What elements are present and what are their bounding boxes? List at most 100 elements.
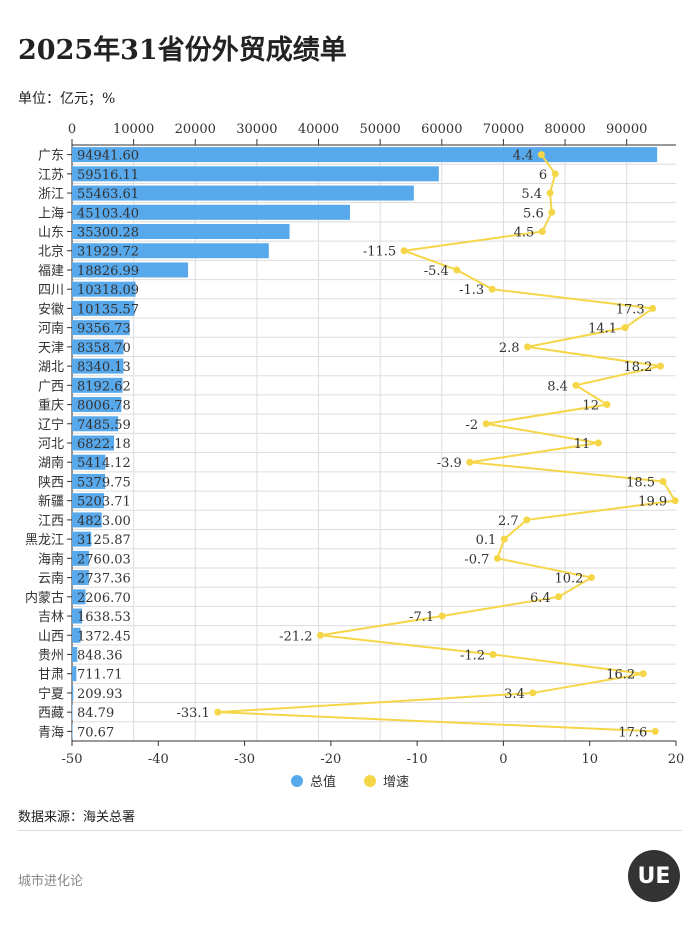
- growth-label: -1.3: [459, 283, 484, 298]
- bar: [72, 570, 89, 586]
- divider: [18, 830, 682, 831]
- bar: [72, 646, 78, 662]
- bar: [72, 704, 73, 720]
- growth-label: -2: [465, 418, 478, 433]
- growth-label: 14.1: [588, 322, 617, 337]
- legend-label-total: 总值: [310, 774, 336, 790]
- category-label: 宁夏: [38, 686, 64, 702]
- growth-point: [317, 631, 325, 639]
- growth-label: 12: [582, 399, 599, 414]
- bar-value-label: 35300.28: [77, 226, 139, 241]
- growth-point: [603, 401, 611, 409]
- growth-label: -7.1: [409, 610, 434, 625]
- growth-point: [500, 535, 508, 543]
- bar: [72, 435, 115, 451]
- category-label: 湖南: [38, 455, 64, 471]
- bar-value-label: 2760.03: [77, 552, 131, 567]
- bar-value-label: 6822.18: [77, 437, 131, 452]
- growth-label: 16.2: [606, 668, 635, 683]
- source-text: 数据来源：海关总署: [18, 810, 136, 825]
- category-label: 浙江: [38, 187, 64, 202]
- bar-value-label: 209.93: [77, 687, 123, 702]
- category-label: 内蒙古: [25, 590, 64, 606]
- bar: [72, 493, 105, 509]
- growth-point: [538, 228, 546, 236]
- bar-value-label: 10318.09: [77, 283, 139, 298]
- category-label: 重庆: [38, 398, 64, 414]
- bar: [72, 589, 86, 605]
- bar-value-label: 10135.57: [77, 302, 139, 317]
- bottom-tick-label: -50: [62, 752, 83, 767]
- bar-value-label: 8006.78: [77, 399, 131, 414]
- growth-label: -5.4: [424, 264, 449, 279]
- category-label: 四川: [38, 283, 64, 298]
- bar: [72, 473, 106, 489]
- growth-label: 3.4: [504, 687, 525, 702]
- brand-text: 城市进化论: [18, 874, 84, 889]
- bar-value-label: 5203.71: [77, 495, 131, 510]
- bar: [72, 454, 106, 470]
- growth-point: [671, 497, 679, 505]
- growth-point: [488, 285, 496, 293]
- bar: [72, 531, 92, 547]
- bar: [72, 416, 119, 432]
- bar-value-label: 45103.40: [77, 206, 139, 221]
- legend-label-growth: 增速: [383, 775, 409, 790]
- bottom-tick-label: -40: [148, 752, 169, 767]
- category-label: 湖北: [38, 360, 64, 375]
- growth-point: [489, 650, 497, 658]
- category-label: 辽宁: [38, 417, 64, 433]
- category-label: 新疆: [38, 494, 64, 510]
- growth-point: [548, 208, 556, 216]
- growth-point: [594, 439, 602, 447]
- growth-point: [656, 362, 664, 370]
- bar-value-label: 4823.00: [77, 514, 131, 529]
- growth-point: [400, 247, 408, 255]
- bar-value-label: 70.67: [77, 725, 114, 740]
- growth-point: [551, 170, 559, 178]
- bar: [72, 320, 130, 336]
- growth-point: [572, 381, 580, 389]
- growth-label: 5.6: [523, 206, 544, 221]
- category-label: 福建: [38, 264, 64, 279]
- growth-label: -3.9: [437, 456, 462, 471]
- growth-point: [621, 324, 629, 332]
- bottom-tick-label: -30: [234, 752, 255, 767]
- growth-label: 18.5: [626, 475, 655, 490]
- top-tick-label: 10000: [113, 122, 154, 137]
- growth-label: 17.6: [618, 725, 647, 740]
- bottom-tick-label: 20: [668, 752, 685, 767]
- category-label: 陕西: [38, 475, 64, 490]
- bottom-tick-label: 10: [581, 752, 598, 767]
- growth-point: [651, 727, 659, 735]
- bar-value-label: 31929.72: [77, 245, 139, 260]
- growth-label: -33.1: [176, 706, 209, 721]
- bar: [72, 377, 123, 393]
- bar-value-label: 9356.73: [77, 322, 131, 337]
- growth-label: 19.9: [638, 495, 667, 510]
- category-label: 贵州: [38, 648, 64, 663]
- growth-point: [524, 343, 532, 351]
- bar-value-label: 94941.60: [77, 149, 139, 164]
- bottom-tick-label: -20: [320, 752, 341, 767]
- bar-value-label: 18826.99: [77, 264, 139, 279]
- growth-point: [523, 516, 531, 524]
- bar: [72, 243, 269, 259]
- bar-value-label: 2206.70: [77, 591, 131, 606]
- category-label: 安徽: [38, 302, 64, 317]
- growth-point: [453, 266, 461, 274]
- unit-label: 单位：亿元；%: [18, 91, 116, 107]
- bar-value-label: 5379.75: [77, 475, 131, 490]
- growth-label: 6.4: [530, 591, 551, 606]
- bar-value-label: 55463.61: [77, 187, 139, 202]
- brand-logo: UE: [628, 850, 680, 902]
- top-tick-label: 50000: [359, 122, 400, 137]
- bar: [72, 666, 77, 682]
- bar: [72, 397, 122, 413]
- growth-label: 17.3: [616, 302, 645, 317]
- bar: [72, 685, 74, 701]
- bar-value-label: 711.71: [77, 668, 123, 683]
- growth-label: 8.4: [547, 379, 568, 394]
- bar-value-label: 59516.11: [77, 168, 139, 183]
